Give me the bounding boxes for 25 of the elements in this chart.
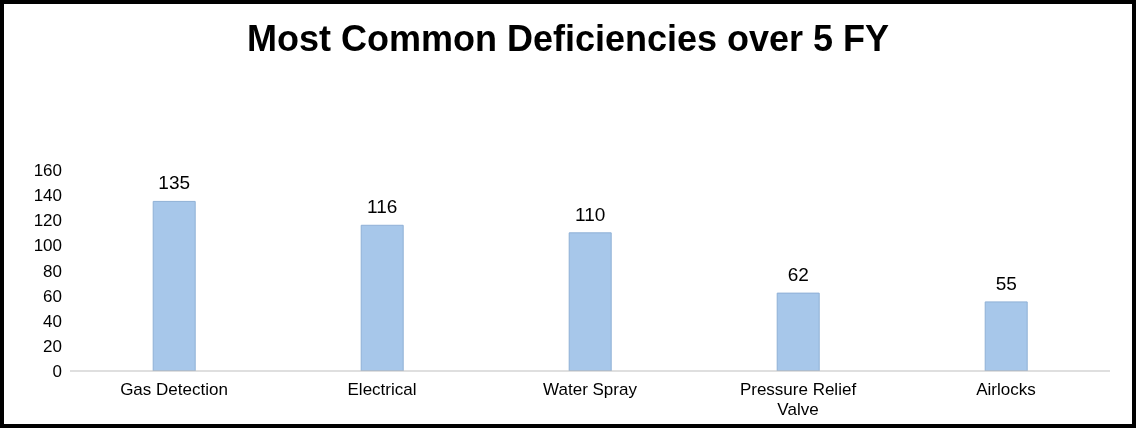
x-tick-label: Electrical <box>347 380 417 399</box>
bar <box>568 232 612 371</box>
y-tick-label: 160 <box>33 161 62 181</box>
x-tick-label: Airlocks <box>976 380 1036 399</box>
bar <box>776 292 820 371</box>
chart-title: Most Common Deficiencies over 5 FY <box>245 18 891 60</box>
bar <box>152 200 196 371</box>
data-label: 135 <box>158 172 191 194</box>
bar <box>984 301 1028 371</box>
data-label: 55 <box>995 272 1017 294</box>
y-tick-label: 80 <box>43 261 62 281</box>
y-tick-label: 20 <box>43 336 62 356</box>
data-label: 62 <box>787 264 809 286</box>
y-tick-label: 40 <box>43 311 62 331</box>
y-tick-label: 0 <box>52 362 62 382</box>
x-tick-label: Gas Detection <box>120 380 228 399</box>
x-tick-label: Water Spray <box>543 380 638 399</box>
y-tick-label: 60 <box>43 286 62 306</box>
bar <box>360 224 404 371</box>
y-tick-label: 120 <box>33 211 62 231</box>
y-tick-label: 140 <box>33 186 62 206</box>
x-tick-label: Pressure Relief Valve <box>739 380 857 419</box>
data-label: 110 <box>575 203 606 225</box>
data-label: 116 <box>367 196 398 218</box>
y-tick-label: 100 <box>33 236 62 256</box>
